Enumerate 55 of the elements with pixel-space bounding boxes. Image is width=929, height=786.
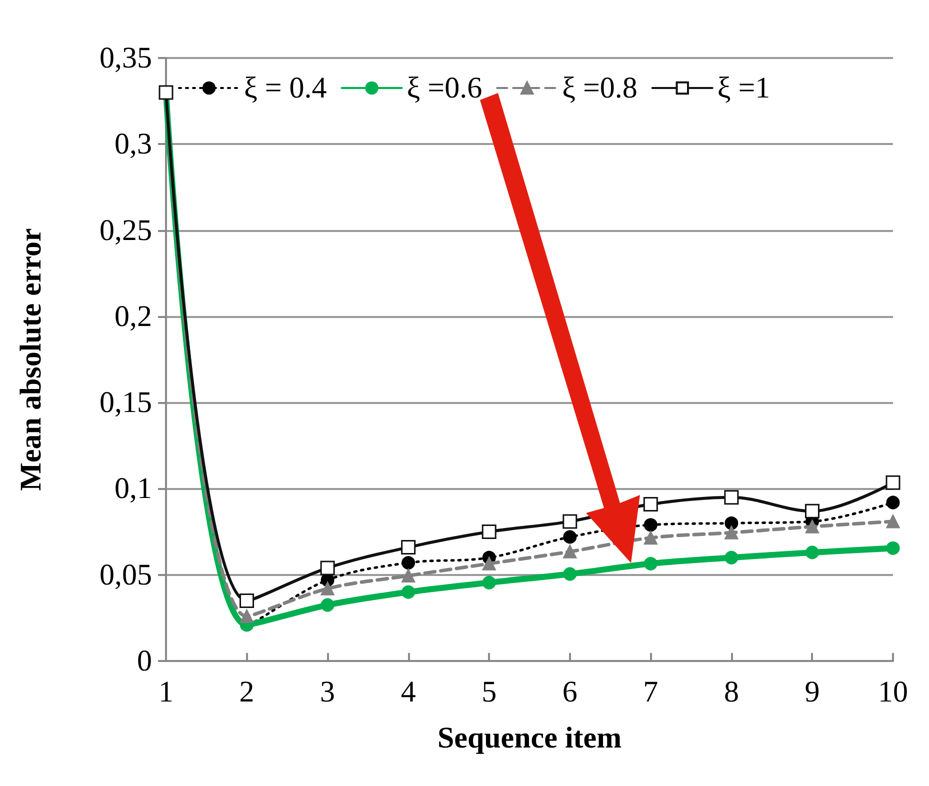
y-tick-label: 0,35 bbox=[100, 42, 152, 74]
point bbox=[724, 550, 738, 564]
point bbox=[644, 556, 658, 570]
legend-label: ξ =0.8 bbox=[562, 72, 638, 104]
y-tick-label: 0,3 bbox=[114, 128, 152, 161]
y-tick-label: 0,1 bbox=[114, 472, 152, 506]
point bbox=[805, 520, 819, 534]
x-tick-label: 6 bbox=[562, 676, 578, 708]
x-axis-title: Sequence item bbox=[437, 722, 622, 754]
y-axis-title: Mean absolute error bbox=[14, 228, 48, 491]
point bbox=[563, 530, 577, 544]
x-tick-label: 1 bbox=[158, 676, 174, 708]
point bbox=[886, 514, 900, 528]
point bbox=[643, 496, 658, 512]
x-tick-label: 8 bbox=[724, 676, 739, 708]
point bbox=[320, 560, 335, 576]
point bbox=[401, 540, 416, 555]
point bbox=[402, 568, 416, 582]
point bbox=[724, 516, 738, 530]
point bbox=[563, 544, 577, 558]
y-tick-label: 0,2 bbox=[114, 300, 152, 333]
legend-label: ξ = 0.4 bbox=[244, 72, 327, 104]
point bbox=[240, 593, 254, 608]
x-tick-label: 4 bbox=[400, 676, 416, 708]
point bbox=[482, 556, 496, 570]
point bbox=[644, 531, 658, 545]
x-tick-label: 5 bbox=[482, 676, 497, 708]
point bbox=[563, 567, 577, 581]
point bbox=[644, 518, 658, 532]
y-tick-label: 0,05 bbox=[100, 558, 152, 592]
point bbox=[724, 526, 738, 540]
point bbox=[402, 556, 416, 570]
point bbox=[724, 490, 739, 505]
legend-label: ξ =0.6 bbox=[406, 72, 482, 104]
point bbox=[320, 598, 334, 612]
y-tick-label: 0,25 bbox=[100, 214, 152, 247]
point bbox=[886, 541, 900, 555]
point bbox=[240, 609, 254, 623]
point bbox=[482, 576, 496, 590]
point bbox=[886, 496, 900, 510]
point bbox=[482, 524, 496, 540]
point bbox=[886, 475, 900, 490]
point bbox=[402, 585, 416, 599]
y-tick-label: 0 bbox=[137, 644, 152, 678]
point bbox=[562, 514, 578, 529]
point bbox=[805, 546, 819, 560]
y-tick-label: 0,15 bbox=[100, 386, 152, 420]
point bbox=[804, 504, 820, 518]
x-tick-label: 3 bbox=[320, 676, 336, 708]
legend-label: ξ =1 bbox=[717, 72, 770, 104]
x-tick-label: 10 bbox=[878, 676, 908, 708]
x-tick-label: 2 bbox=[239, 676, 254, 708]
x-tick-label: 7 bbox=[643, 676, 658, 708]
x-tick-label: 9 bbox=[804, 676, 820, 708]
point bbox=[320, 582, 334, 596]
